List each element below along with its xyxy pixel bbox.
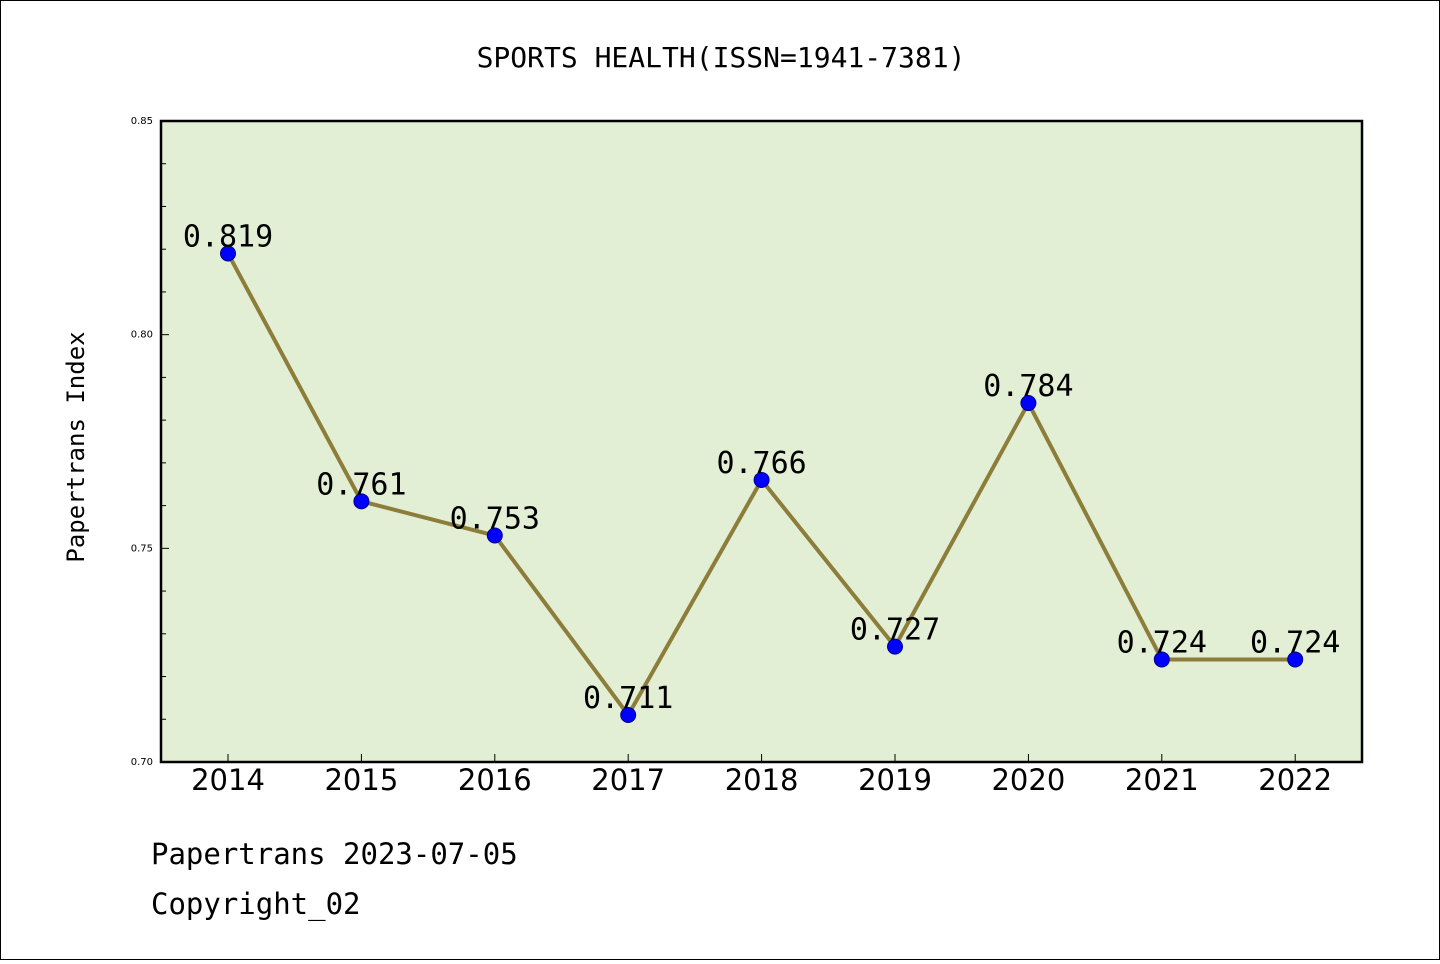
- series-markers-group: [220, 245, 1304, 723]
- x-tick-label: 2016: [458, 763, 532, 797]
- data-point-marker: [887, 638, 903, 655]
- y-tick-label: 0.85: [131, 116, 153, 127]
- x-tick-label: 2015: [324, 763, 398, 797]
- plot-area: [159, 119, 1364, 764]
- footer-copyright-text: Copyright_02: [151, 887, 361, 922]
- x-tick-label: 2021: [1125, 763, 1199, 797]
- y-tick-label: 0.75: [131, 543, 153, 554]
- data-label: 0.753: [450, 502, 540, 537]
- x-tick-label: 2018: [725, 763, 799, 797]
- data-point-marker: [753, 471, 770, 488]
- data-point-marker: [1020, 395, 1037, 412]
- data-point-marker: [1153, 651, 1170, 668]
- x-tick-label: 2020: [991, 763, 1065, 797]
- data-label: 0.819: [183, 219, 273, 254]
- data-point-marker: [1287, 651, 1304, 668]
- data-point-marker: [486, 527, 503, 544]
- data-label: 0.727: [850, 613, 940, 648]
- data-label: 0.711: [583, 681, 673, 716]
- y-axis: 0.70 0.75 0.80 0.85: [131, 116, 169, 768]
- y-tick-label: 0.80: [131, 330, 153, 341]
- data-point-marker: [220, 245, 236, 262]
- y-axis-label: Papertrans Index: [62, 331, 90, 562]
- y-tick-label: 0.70: [131, 757, 153, 768]
- x-tick-label: 2014: [191, 763, 265, 797]
- data-point-marker: [353, 493, 370, 510]
- data-label: 0.784: [983, 369, 1073, 404]
- data-label: 0.766: [716, 446, 806, 481]
- data-label: 0.761: [316, 467, 406, 502]
- footer-date-text: Papertrans 2023-07-05: [151, 837, 518, 871]
- x-tick-label: 2019: [858, 763, 932, 797]
- x-tick-label: 2022: [1258, 763, 1332, 797]
- x-axis: 2014 2015 2016 2017 2018 2019 2020 2021 2022: [191, 754, 1332, 797]
- chart-title: SPORTS HEALTH(ISSN=1941-7381): [477, 41, 966, 74]
- x-tick-label: 2017: [591, 763, 665, 797]
- data-label: 0.724: [1117, 625, 1207, 660]
- data-label: 0.724: [1250, 625, 1340, 660]
- data-labels-group: 0.819 0.761 0.753 0.711 0.766 0.727 0.784 0.724…: [183, 219, 1341, 716]
- data-point-marker: [620, 706, 637, 723]
